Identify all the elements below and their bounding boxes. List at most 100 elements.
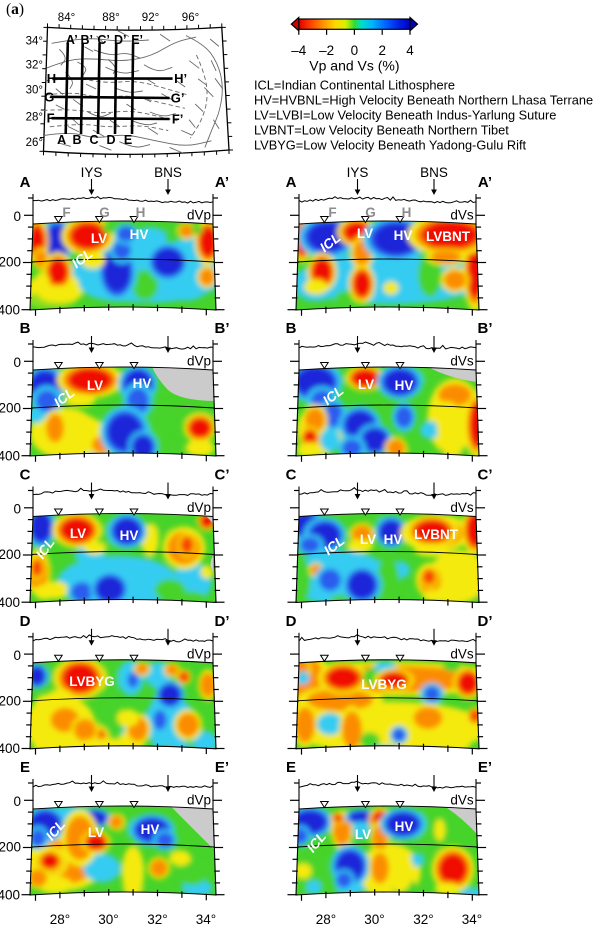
svg-text:G: G xyxy=(44,89,54,104)
svg-text:dVs: dVs xyxy=(450,208,474,223)
svg-text:D’: D’ xyxy=(215,613,230,630)
svg-text:200: 200 xyxy=(0,401,21,416)
svg-text:LVBYG: LVBYG xyxy=(361,677,407,692)
svg-text:0: 0 xyxy=(13,209,21,224)
svg-text:400: 400 xyxy=(0,302,20,317)
svg-text:32°: 32° xyxy=(26,60,43,72)
svg-text:dVs: dVs xyxy=(450,354,474,369)
svg-text:92°: 92° xyxy=(142,12,159,24)
svg-text:LVBNT: LVBNT xyxy=(426,229,471,244)
svg-text:34°: 34° xyxy=(26,36,43,48)
svg-text:dVs: dVs xyxy=(450,500,474,515)
svg-text:C: C xyxy=(20,467,31,484)
svg-text:E’: E’ xyxy=(478,759,492,776)
svg-text:dVs: dVs xyxy=(450,646,474,661)
svg-text:LV: LV xyxy=(360,532,376,547)
svg-text:LV: LV xyxy=(355,827,371,842)
svg-text:G: G xyxy=(365,205,376,220)
svg-text:26°: 26° xyxy=(26,137,43,149)
svg-text:C: C xyxy=(286,467,297,484)
svg-text:HV: HV xyxy=(395,378,414,393)
svg-text:HV: HV xyxy=(141,822,160,837)
svg-text:HV: HV xyxy=(384,532,403,547)
svg-text:400: 400 xyxy=(0,448,20,463)
svg-text:LVBYG=Low Velocity Beneath Yad: LVBYG=Low Velocity Beneath Yadong-Gulu R… xyxy=(254,137,527,152)
svg-text:200: 200 xyxy=(0,840,21,855)
svg-text:A: A xyxy=(20,174,31,191)
svg-text:30°: 30° xyxy=(26,85,43,97)
svg-text:LV: LV xyxy=(357,226,373,241)
svg-text:200: 200 xyxy=(0,547,21,562)
svg-text:dVp: dVp xyxy=(187,793,211,808)
svg-text:2: 2 xyxy=(378,43,386,58)
svg-text:B: B xyxy=(72,133,81,147)
svg-text:H: H xyxy=(402,205,412,220)
svg-text:LV: LV xyxy=(87,378,103,393)
svg-text:A’: A’ xyxy=(478,174,492,191)
svg-text:0: 0 xyxy=(351,43,359,58)
svg-text:HV: HV xyxy=(120,528,139,543)
svg-text:30°: 30° xyxy=(98,912,118,927)
svg-text:4: 4 xyxy=(406,43,414,58)
svg-text:D’: D’ xyxy=(114,33,127,47)
svg-text:H’: H’ xyxy=(174,71,187,86)
svg-text:34°: 34° xyxy=(196,912,216,927)
svg-text:34°: 34° xyxy=(462,912,482,927)
svg-text:B: B xyxy=(286,320,297,337)
svg-text:A’: A’ xyxy=(66,33,78,47)
svg-text:D: D xyxy=(286,613,297,630)
svg-text:400: 400 xyxy=(0,741,20,756)
svg-text:Vp and Vs (%): Vp and Vs (%) xyxy=(309,58,399,74)
svg-text:B’: B’ xyxy=(215,320,230,337)
svg-text:96°: 96° xyxy=(182,12,199,24)
svg-text:0: 0 xyxy=(13,794,21,809)
svg-text:D: D xyxy=(20,613,31,630)
svg-text:G’: G’ xyxy=(171,91,185,106)
svg-text:0: 0 xyxy=(13,648,21,663)
svg-text:200: 200 xyxy=(0,255,21,270)
svg-text:E’: E’ xyxy=(215,759,229,776)
svg-text:400: 400 xyxy=(0,595,20,610)
svg-text:32°: 32° xyxy=(413,912,433,927)
svg-text:D: D xyxy=(106,133,115,147)
svg-text:A: A xyxy=(286,174,297,191)
svg-text:LV=LVBI=Low Velocity Beneath I: LV=LVBI=Low Velocity Beneath Indus-Yarlu… xyxy=(254,107,556,122)
svg-text:E: E xyxy=(124,133,132,147)
svg-text:0: 0 xyxy=(13,502,21,517)
svg-text:32°: 32° xyxy=(147,912,167,927)
svg-text:C’: C’ xyxy=(215,467,230,484)
svg-text:dVp: dVp xyxy=(187,646,211,661)
svg-text:HV: HV xyxy=(395,819,414,834)
svg-text:F: F xyxy=(328,205,336,220)
svg-text:D’: D’ xyxy=(478,613,493,630)
svg-text:IYS: IYS xyxy=(347,165,369,180)
svg-text:LVBNT: LVBNT xyxy=(414,527,459,542)
svg-text:A’: A’ xyxy=(215,174,229,191)
svg-text:C: C xyxy=(89,133,98,147)
svg-text:88°: 88° xyxy=(102,12,119,24)
svg-text:LV: LV xyxy=(358,377,374,392)
svg-text:dVp: dVp xyxy=(187,500,211,515)
svg-text:HV: HV xyxy=(394,228,413,243)
svg-text:B’: B’ xyxy=(478,320,493,337)
svg-text:–4: –4 xyxy=(291,43,307,58)
svg-text:HV: HV xyxy=(133,376,152,391)
svg-text:400: 400 xyxy=(0,887,20,902)
svg-text:HV: HV xyxy=(130,227,149,242)
svg-text:G: G xyxy=(99,205,110,220)
svg-text:dVp: dVp xyxy=(187,208,211,223)
svg-text:H: H xyxy=(47,71,56,86)
svg-text:IYS: IYS xyxy=(81,165,103,180)
svg-text:C’: C’ xyxy=(97,33,110,47)
svg-text:LV: LV xyxy=(91,231,107,246)
svg-text:30°: 30° xyxy=(364,912,384,927)
svg-text:E’: E’ xyxy=(131,33,143,47)
svg-text:28°: 28° xyxy=(316,912,336,927)
svg-text:84°: 84° xyxy=(58,12,75,24)
svg-text:B: B xyxy=(20,320,31,337)
svg-text:dVp: dVp xyxy=(187,354,211,369)
svg-text:BNS: BNS xyxy=(154,165,182,180)
svg-text:200: 200 xyxy=(0,693,21,708)
svg-text:–2: –2 xyxy=(319,43,334,58)
svg-text:0: 0 xyxy=(13,355,21,370)
